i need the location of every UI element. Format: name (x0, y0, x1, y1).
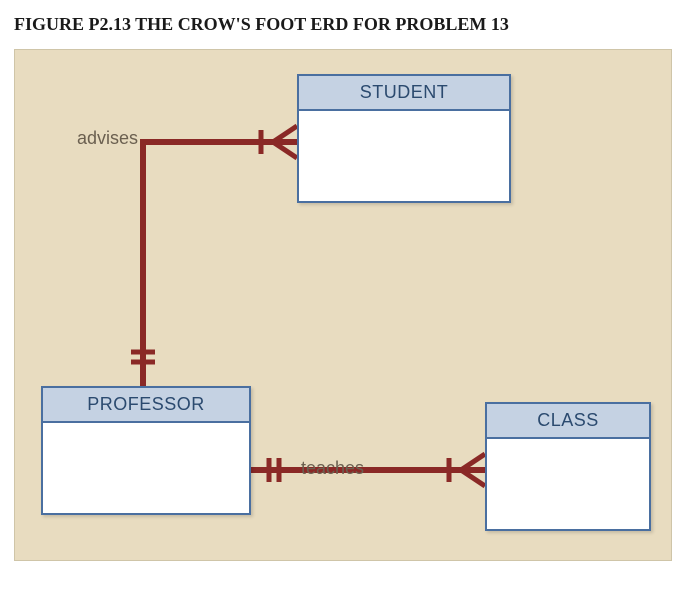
figure-title: FIGURE P2.13 THE CROW'S FOOT ERD FOR PRO… (14, 14, 670, 35)
crowfoot-bot (461, 470, 485, 486)
crowfoot-bot (273, 142, 297, 158)
entity-professor-body (43, 423, 249, 513)
label-advises: advises (77, 128, 138, 149)
crowfoot-top (273, 126, 297, 142)
relationship-advises (131, 126, 297, 386)
entity-professor: PROFESSOR (41, 386, 251, 515)
erd-canvas: STUDENT PROFESSOR CLASS advises teaches (14, 49, 672, 561)
entity-student-body (299, 111, 509, 201)
entity-class-header: CLASS (487, 404, 649, 439)
entity-class: CLASS (485, 402, 651, 531)
relationship-teaches (247, 454, 485, 486)
entity-student: STUDENT (297, 74, 511, 203)
entity-professor-header: PROFESSOR (43, 388, 249, 423)
entity-class-body (487, 439, 649, 529)
crowfoot-top (461, 454, 485, 470)
label-teaches: teaches (301, 458, 364, 479)
entity-student-header: STUDENT (299, 76, 509, 111)
